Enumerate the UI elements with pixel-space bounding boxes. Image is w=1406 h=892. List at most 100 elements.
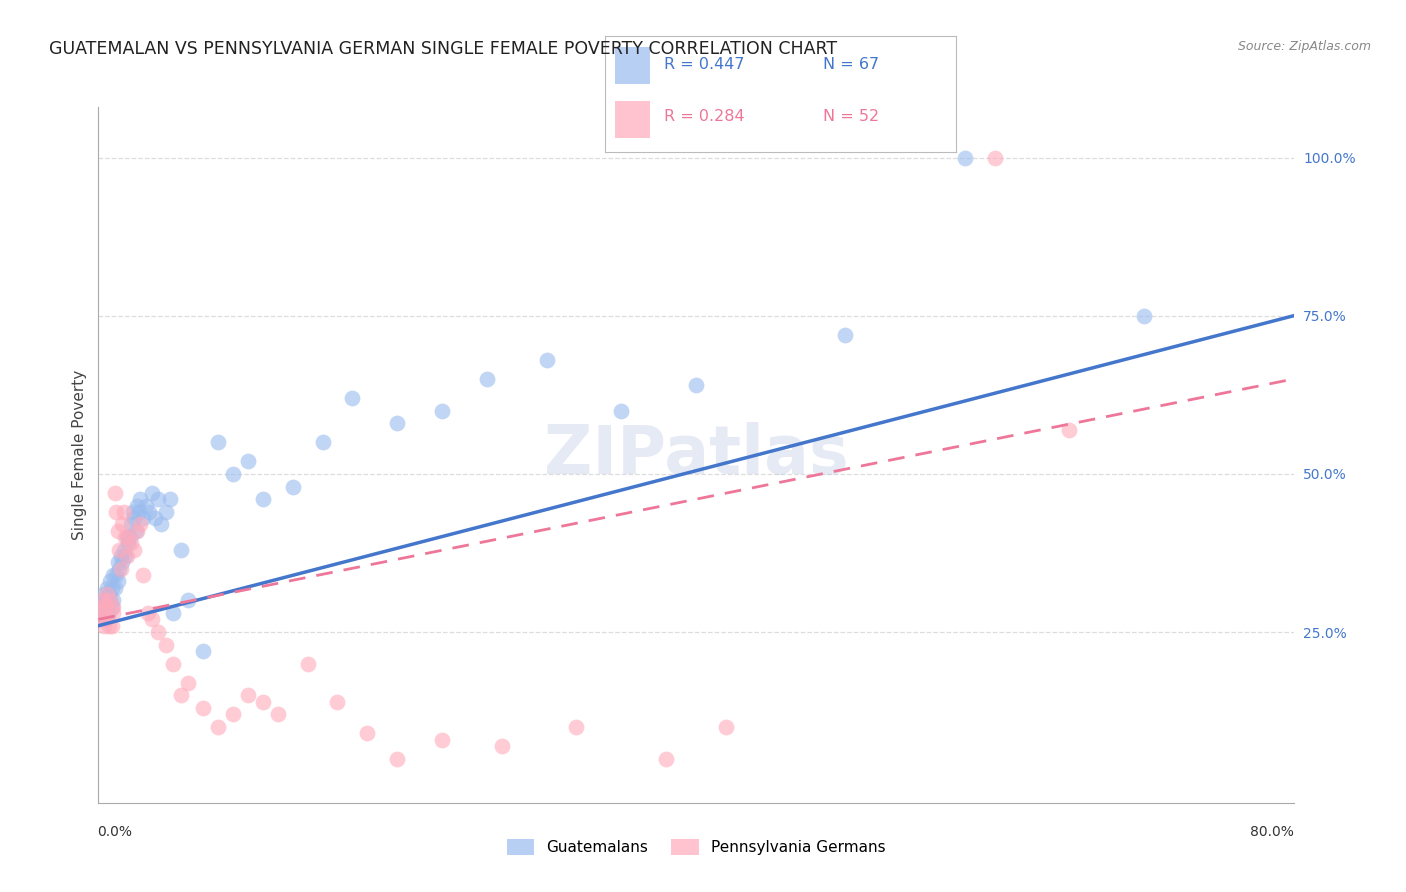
Point xyxy=(103,606,125,620)
Point xyxy=(475,372,498,386)
Point xyxy=(143,511,166,525)
Point xyxy=(114,530,136,544)
Point xyxy=(108,562,131,576)
Point xyxy=(127,499,149,513)
Point xyxy=(103,593,125,607)
Text: N = 67: N = 67 xyxy=(823,57,879,72)
Point xyxy=(984,151,1007,165)
Point xyxy=(148,492,170,507)
Text: N = 52: N = 52 xyxy=(823,110,879,124)
Point xyxy=(94,612,117,626)
Point xyxy=(430,403,453,417)
Point xyxy=(98,593,122,607)
Point xyxy=(90,599,112,614)
Point xyxy=(1059,423,1081,437)
Point xyxy=(565,720,588,734)
Point xyxy=(90,606,112,620)
Point xyxy=(120,536,142,550)
Point xyxy=(207,720,229,734)
Point xyxy=(118,530,141,544)
Point xyxy=(311,435,333,450)
Point xyxy=(110,549,132,563)
Point xyxy=(342,391,364,405)
Point xyxy=(107,574,129,589)
Point xyxy=(108,542,131,557)
Point xyxy=(97,606,120,620)
Point xyxy=(252,492,274,507)
Point xyxy=(115,530,138,544)
Bar xyxy=(616,101,650,137)
Point xyxy=(94,612,117,626)
Point xyxy=(136,606,159,620)
Point xyxy=(138,505,160,519)
Point xyxy=(94,599,117,614)
Point xyxy=(93,606,115,620)
Point xyxy=(96,581,118,595)
Point xyxy=(104,581,127,595)
Point xyxy=(117,536,139,550)
Point xyxy=(96,599,118,614)
Point xyxy=(150,517,173,532)
Point xyxy=(385,751,409,765)
Point xyxy=(430,732,453,747)
Point xyxy=(491,739,513,753)
Point xyxy=(115,549,138,563)
Point xyxy=(111,517,134,532)
Point xyxy=(610,403,633,417)
Point xyxy=(155,505,177,519)
Point xyxy=(132,568,155,582)
Point xyxy=(89,612,111,626)
Point xyxy=(834,327,856,342)
Point xyxy=(191,701,214,715)
Point xyxy=(101,618,124,632)
Point xyxy=(177,675,200,690)
Point xyxy=(105,568,128,582)
Point xyxy=(155,638,177,652)
Point xyxy=(120,517,142,532)
Point xyxy=(110,562,132,576)
Point xyxy=(953,151,976,165)
Point xyxy=(97,618,120,632)
Point xyxy=(104,486,127,500)
Point xyxy=(129,517,152,532)
Point xyxy=(98,574,122,589)
Point xyxy=(169,688,191,702)
Point xyxy=(128,505,150,519)
Point xyxy=(97,587,120,601)
Point xyxy=(103,599,125,614)
Point xyxy=(281,479,304,493)
Text: R = 0.447: R = 0.447 xyxy=(665,57,745,72)
Point xyxy=(124,542,146,557)
Point xyxy=(90,599,112,614)
Point xyxy=(326,695,349,709)
Point xyxy=(159,492,181,507)
Point xyxy=(107,524,129,538)
Point xyxy=(121,505,143,519)
Point xyxy=(89,612,111,626)
Point xyxy=(267,707,290,722)
Point xyxy=(141,486,163,500)
Text: GUATEMALAN VS PENNSYLVANIA GERMAN SINGLE FEMALE POVERTY CORRELATION CHART: GUATEMALAN VS PENNSYLVANIA GERMAN SINGLE… xyxy=(49,40,838,58)
Point xyxy=(135,499,157,513)
Point xyxy=(1133,309,1156,323)
Point xyxy=(91,593,114,607)
Point xyxy=(162,606,184,620)
Point xyxy=(125,524,148,538)
Point xyxy=(356,726,378,740)
Text: 80.0%: 80.0% xyxy=(1250,825,1294,839)
Point xyxy=(114,549,136,563)
Text: R = 0.284: R = 0.284 xyxy=(665,110,745,124)
Point xyxy=(96,587,118,601)
Point xyxy=(127,524,149,538)
Point xyxy=(297,657,319,671)
Bar xyxy=(616,47,650,85)
Point xyxy=(91,593,114,607)
Point xyxy=(236,688,259,702)
Point xyxy=(162,657,184,671)
Point xyxy=(169,542,191,557)
Text: ZIPatlas: ZIPatlas xyxy=(544,422,848,488)
Point xyxy=(94,593,117,607)
Point xyxy=(385,417,409,431)
Point xyxy=(111,556,134,570)
Point xyxy=(90,606,112,620)
